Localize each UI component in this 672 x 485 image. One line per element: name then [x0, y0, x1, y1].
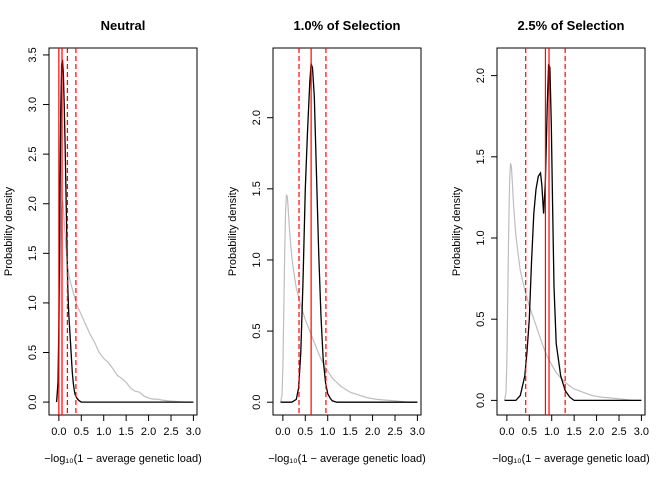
- grey-density-curve: [55, 200, 194, 403]
- plot-area: [504, 48, 642, 415]
- y-tick-label: 2.5: [27, 146, 39, 161]
- y-tick-label: 1.0: [251, 252, 263, 267]
- y-tick-label: 0.5: [27, 345, 39, 360]
- y-tick-label: 0.0: [27, 394, 39, 409]
- x-axis-label: −log₁₀(1 − average genetic load): [492, 453, 650, 465]
- y-tick-label: 0.5: [475, 312, 487, 327]
- plot-box: [496, 47, 646, 416]
- x-tick-label: 2.5: [611, 426, 626, 438]
- y-tick-label: 2.0: [475, 68, 487, 83]
- x-tick-label: 1.0: [96, 426, 111, 438]
- x-tick-label: 0.5: [298, 426, 313, 438]
- grey-density-curve: [280, 194, 418, 403]
- x-tick-label: 1.0: [544, 426, 559, 438]
- x-tick-label: 2.0: [365, 426, 380, 438]
- x-tick-label: 2.5: [387, 426, 402, 438]
- plot-area: [280, 48, 418, 415]
- y-tick-label: 3.5: [27, 47, 39, 62]
- panel-neutral: Neutral 0.0 0.5 1.0 1.5 2.0 2.5 3.0 0.0 0.5 1.0 1.5…: [3, 18, 202, 465]
- y-tick-label: 1.0: [27, 295, 39, 310]
- x-tick-label: 2.5: [163, 426, 178, 438]
- y-tick-label: 1.0: [475, 230, 487, 245]
- y-tick-label: 1.5: [251, 181, 263, 196]
- y-tick-label: 2.0: [27, 196, 39, 211]
- y-axis-label: Probability density: [3, 186, 15, 276]
- x-tick-label: 1.5: [118, 426, 133, 438]
- plot-box: [272, 47, 422, 416]
- x-tick-label: 0.0: [51, 426, 66, 438]
- x-tick-label: 1.5: [342, 426, 357, 438]
- panel-selection-1-0: 1.0% of Selection 0.0 0.5 1.0 1.5 2.0 2.5 3.0 0.…: [227, 18, 426, 465]
- x-tick-label: 2.0: [589, 426, 604, 438]
- y-axis-label: Probability density: [451, 186, 463, 276]
- y-axis-label: Probability density: [227, 186, 239, 276]
- y-tick-label: 0.0: [475, 393, 487, 408]
- black-density-curve: [55, 59, 194, 403]
- x-tick-label: 0.0: [275, 426, 290, 438]
- panel-title: Neutral: [101, 18, 146, 33]
- x-axis-label: −log₁₀(1 − average genetic load): [44, 453, 202, 465]
- y-tick-label: 1.5: [475, 149, 487, 164]
- x-tick-label: 2.0: [141, 426, 156, 438]
- x-axis-label: −log₁₀(1 − average genetic load): [268, 453, 426, 465]
- panel-selection-2-5: 2.5% of Selection 0.0 0.5 1.0 1.5 2.0 2.5 3.0 0.…: [451, 18, 650, 465]
- y-tick-label: 3.0: [27, 97, 39, 112]
- y-tick-label: 2.0: [251, 110, 263, 125]
- grey-density-curve: [504, 163, 642, 401]
- x-tick-label: 3.0: [634, 426, 649, 438]
- y-tick-label: 1.5: [27, 246, 39, 261]
- x-tick-label: 3.0: [410, 426, 425, 438]
- plot-area: [55, 48, 194, 415]
- y-tick-label: 0.0: [251, 395, 263, 410]
- black-density-curve: [280, 63, 418, 403]
- x-tick-label: 0.5: [522, 426, 537, 438]
- x-tick-label: 3.0: [186, 426, 201, 438]
- x-tick-label: 1.0: [320, 426, 335, 438]
- x-tick-label: 0.0: [499, 426, 514, 438]
- x-tick-label: 1.5: [566, 426, 581, 438]
- x-tick-label: 0.5: [74, 426, 89, 438]
- y-tick-label: 0.5: [251, 323, 263, 338]
- panel-title: 1.0% of Selection: [294, 18, 401, 33]
- panel-title: 2.5% of Selection: [518, 18, 625, 33]
